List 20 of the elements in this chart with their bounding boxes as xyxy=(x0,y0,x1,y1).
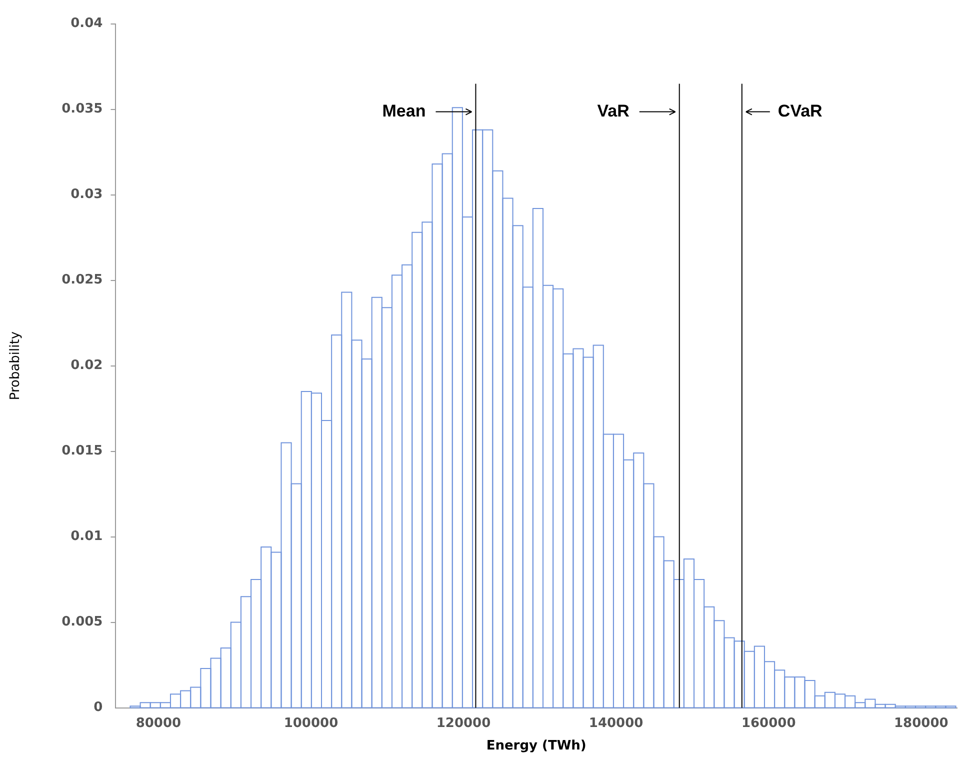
x-tick-label: 160000 xyxy=(741,716,796,731)
y-axis-title: Probability xyxy=(8,331,24,400)
x-tick-label: 100000 xyxy=(284,716,338,731)
ref-line-label: VaR xyxy=(597,101,630,120)
y-tick-label: 0.03 xyxy=(70,187,103,202)
y-tick-label: 0.035 xyxy=(62,102,103,117)
x-tick-label: 140000 xyxy=(588,716,644,731)
x-tick-label: 120000 xyxy=(436,716,491,731)
x-tick-label: 180000 xyxy=(894,716,948,731)
y-tick-label: 0.025 xyxy=(62,272,103,288)
y-tick-label: 0.04 xyxy=(70,16,103,32)
x-axis-title: Energy (TWh) xyxy=(486,738,586,754)
y-tick-label: 0.01 xyxy=(70,529,103,544)
ref-line-label: CVaR xyxy=(778,101,822,120)
y-tick-label: 0.015 xyxy=(62,444,103,459)
y-tick-label: 0 xyxy=(94,700,103,716)
y-tick-label: 0.02 xyxy=(70,358,103,374)
ref-line-label: Mean xyxy=(382,101,426,120)
y-tick-label: 0.005 xyxy=(62,614,103,630)
x-tick-label: 80000 xyxy=(136,716,182,731)
